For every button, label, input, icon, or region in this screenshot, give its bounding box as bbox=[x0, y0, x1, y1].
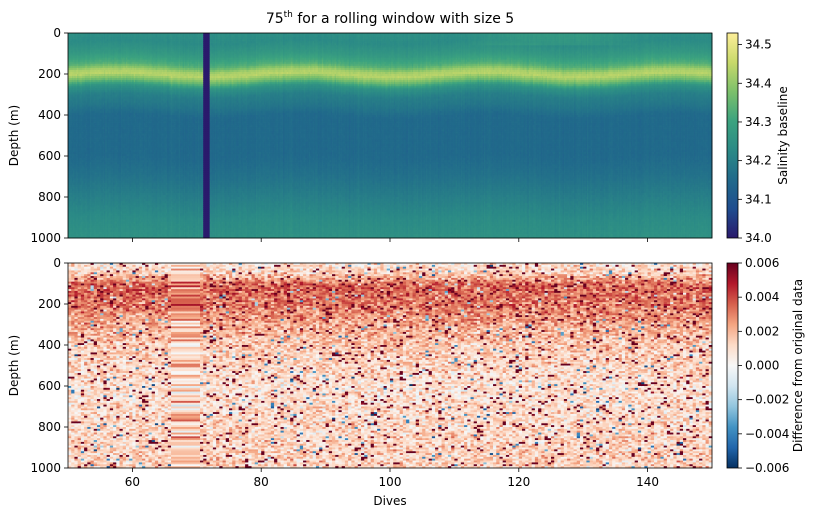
top-heatmap bbox=[68, 33, 712, 238]
top-panel-title: 75th for a rolling window with size 5 bbox=[266, 10, 514, 27]
top-panel: 75th for a rolling window with size 5 02… bbox=[7, 10, 712, 245]
